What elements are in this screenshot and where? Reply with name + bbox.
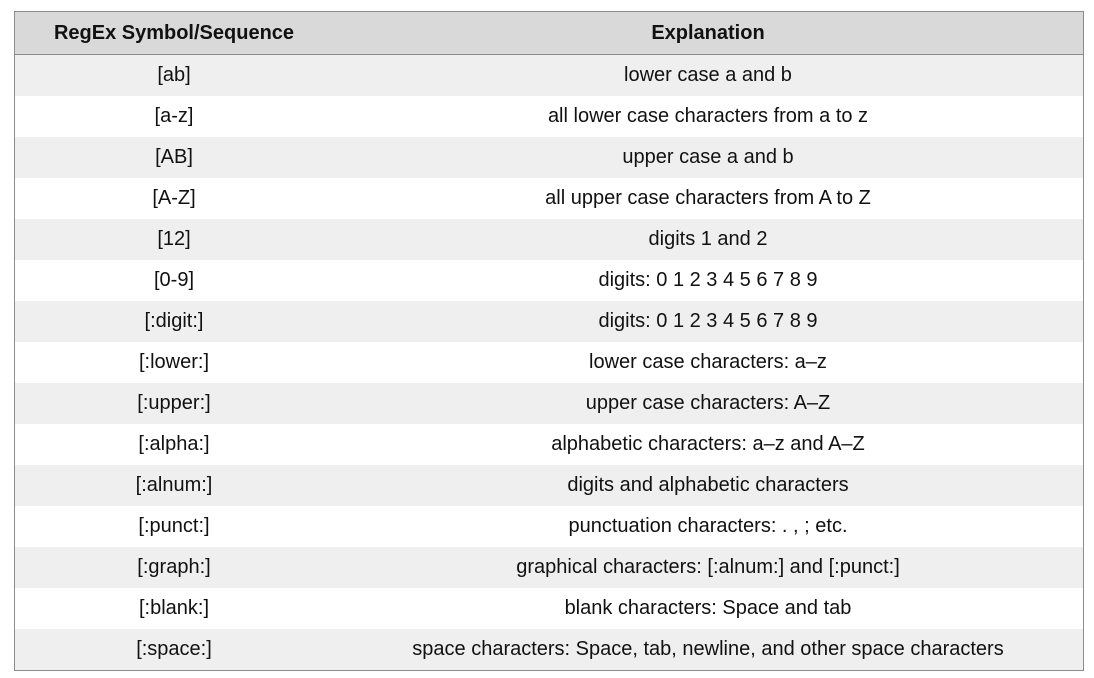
table-row: [AB] upper case a and b <box>15 137 1083 178</box>
explanation-cell: upper case a and b <box>333 137 1083 178</box>
explanation-cell: space characters: Space, tab, newline, a… <box>333 629 1083 670</box>
symbol-cell: [:digit:] <box>15 301 333 342</box>
symbol-cell: [AB] <box>15 137 333 178</box>
symbol-cell: [:upper:] <box>15 383 333 424</box>
table-row: [:alpha:] alphabetic characters: a–z and… <box>15 424 1083 465</box>
table-row: [ab] lower case a and b <box>15 54 1083 96</box>
table-row: [12] digits 1 and 2 <box>15 219 1083 260</box>
explanation-cell: digits: 0 1 2 3 4 5 6 7 8 9 <box>333 260 1083 301</box>
table-row: [:punct:] punctuation characters: . , ; … <box>15 506 1083 547</box>
explanation-cell: digits and alphabetic characters <box>333 465 1083 506</box>
explanation-cell: blank characters: Space and tab <box>333 588 1083 629</box>
table-row: [0-9] digits: 0 1 2 3 4 5 6 7 8 9 <box>15 260 1083 301</box>
regex-table-container: RegEx Symbol/Sequence Explanation [ab] l… <box>14 11 1084 671</box>
table-row: [:space:] space characters: Space, tab, … <box>15 629 1083 670</box>
explanation-cell: upper case characters: A–Z <box>333 383 1083 424</box>
symbol-cell: [:blank:] <box>15 588 333 629</box>
header-symbol: RegEx Symbol/Sequence <box>15 12 333 55</box>
symbol-cell: [:graph:] <box>15 547 333 588</box>
symbol-cell: [A-Z] <box>15 178 333 219</box>
explanation-cell: all upper case characters from A to Z <box>333 178 1083 219</box>
explanation-cell: alphabetic characters: a–z and A–Z <box>333 424 1083 465</box>
regex-table: RegEx Symbol/Sequence Explanation [ab] l… <box>15 12 1083 670</box>
table-row: [a-z] all lower case characters from a t… <box>15 96 1083 137</box>
table-row: [:lower:] lower case characters: a–z <box>15 342 1083 383</box>
symbol-cell: [0-9] <box>15 260 333 301</box>
symbol-cell: [ab] <box>15 54 333 96</box>
table-row: [:graph:] graphical characters: [:alnum:… <box>15 547 1083 588</box>
symbol-cell: [12] <box>15 219 333 260</box>
table-header-row: RegEx Symbol/Sequence Explanation <box>15 12 1083 55</box>
symbol-cell: [:punct:] <box>15 506 333 547</box>
explanation-cell: digits 1 and 2 <box>333 219 1083 260</box>
explanation-cell: digits: 0 1 2 3 4 5 6 7 8 9 <box>333 301 1083 342</box>
explanation-cell: punctuation characters: . , ; etc. <box>333 506 1083 547</box>
table-row: [:blank:] blank characters: Space and ta… <box>15 588 1083 629</box>
table-row: [:digit:] digits: 0 1 2 3 4 5 6 7 8 9 <box>15 301 1083 342</box>
symbol-cell: [a-z] <box>15 96 333 137</box>
table-row: [:alnum:] digits and alphabetic characte… <box>15 465 1083 506</box>
header-explanation: Explanation <box>333 12 1083 55</box>
symbol-cell: [:alpha:] <box>15 424 333 465</box>
explanation-cell: lower case characters: a–z <box>333 342 1083 383</box>
explanation-cell: lower case a and b <box>333 54 1083 96</box>
table-row: [:upper:] upper case characters: A–Z <box>15 383 1083 424</box>
symbol-cell: [:space:] <box>15 629 333 670</box>
symbol-cell: [:lower:] <box>15 342 333 383</box>
explanation-cell: graphical characters: [:alnum:] and [:pu… <box>333 547 1083 588</box>
table-body: [ab] lower case a and b [a-z] all lower … <box>15 54 1083 670</box>
symbol-cell: [:alnum:] <box>15 465 333 506</box>
table-row: [A-Z] all upper case characters from A t… <box>15 178 1083 219</box>
explanation-cell: all lower case characters from a to z <box>333 96 1083 137</box>
